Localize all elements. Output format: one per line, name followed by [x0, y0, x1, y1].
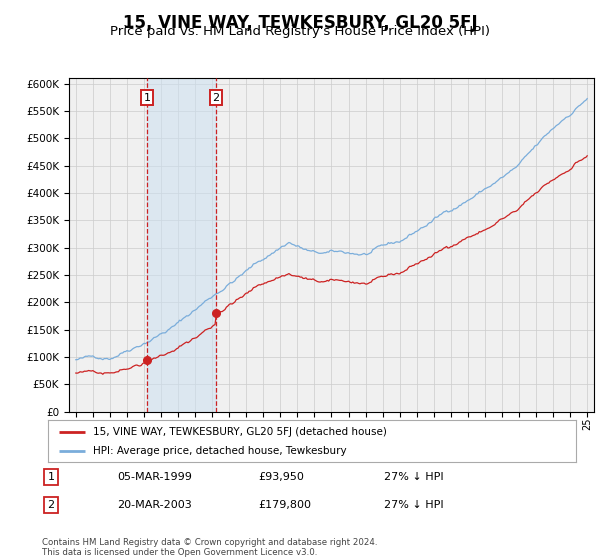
Text: 2: 2	[47, 500, 55, 510]
Text: HPI: Average price, detached house, Tewkesbury: HPI: Average price, detached house, Tewk…	[93, 446, 347, 456]
Text: 20-MAR-2003: 20-MAR-2003	[117, 500, 192, 510]
Text: 27% ↓ HPI: 27% ↓ HPI	[384, 500, 443, 510]
Text: Contains HM Land Registry data © Crown copyright and database right 2024.
This d: Contains HM Land Registry data © Crown c…	[42, 538, 377, 557]
Text: 1: 1	[143, 92, 151, 102]
Text: 05-MAR-1999: 05-MAR-1999	[117, 472, 192, 482]
Text: Price paid vs. HM Land Registry's House Price Index (HPI): Price paid vs. HM Land Registry's House …	[110, 25, 490, 38]
Text: 1: 1	[47, 472, 55, 482]
Text: £93,950: £93,950	[258, 472, 304, 482]
Bar	[147, 78, 216, 412]
Text: £179,800: £179,800	[258, 500, 311, 510]
Text: 2: 2	[212, 92, 220, 102]
Text: 15, VINE WAY, TEWKESBURY, GL20 5FJ (detached house): 15, VINE WAY, TEWKESBURY, GL20 5FJ (deta…	[93, 427, 387, 437]
Text: 27% ↓ HPI: 27% ↓ HPI	[384, 472, 443, 482]
Text: 15, VINE WAY, TEWKESBURY, GL20 5FJ: 15, VINE WAY, TEWKESBURY, GL20 5FJ	[122, 14, 478, 32]
